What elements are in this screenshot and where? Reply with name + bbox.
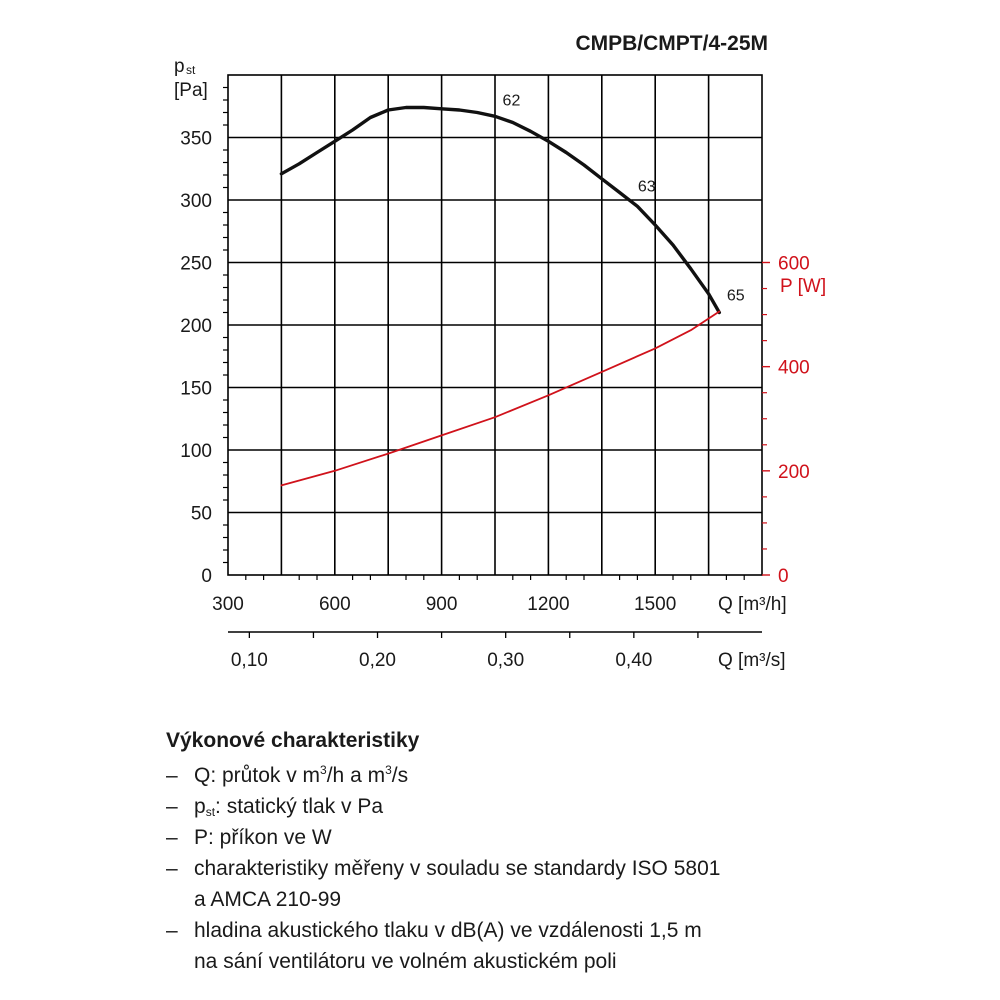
sup-3: 3 bbox=[385, 763, 392, 777]
dash: – bbox=[166, 795, 178, 818]
x-tick-label: 300 bbox=[212, 594, 244, 615]
x2-tick-label: 0,10 bbox=[231, 650, 268, 671]
y2-tick-label: 400 bbox=[778, 358, 810, 379]
y-tick-label: 0 bbox=[201, 566, 212, 587]
y-axis-unit: [Pa] bbox=[174, 80, 208, 101]
dash: – bbox=[166, 826, 178, 849]
y-axis-title-subscript: st bbox=[186, 63, 196, 77]
legend-heading: Výkonové charakteristiky bbox=[166, 729, 420, 752]
x-tick-label: 600 bbox=[319, 594, 351, 615]
x2-tick-label: 0,20 bbox=[359, 650, 396, 671]
axes bbox=[223, 74, 770, 638]
y-tick-label: 250 bbox=[180, 254, 212, 275]
x2-tick-label: 0,40 bbox=[615, 650, 652, 671]
y2-tick-label: 200 bbox=[778, 462, 810, 483]
y-tick-label: 300 bbox=[180, 191, 212, 212]
x-tick-label: 1200 bbox=[527, 594, 569, 615]
noise-text-1: hladina akustického tlaku v dB(A) ve vzd… bbox=[194, 919, 702, 942]
chart-title: CMPB/CMPT/4-25M bbox=[575, 32, 768, 55]
y-tick-label: 200 bbox=[180, 316, 212, 337]
flow-text-b: /h a m bbox=[326, 764, 386, 787]
pressure-subscript: st bbox=[205, 805, 216, 819]
sup-3: 3 bbox=[320, 763, 327, 777]
x2-axis-title: Q [m³/s] bbox=[718, 650, 786, 671]
standards-text-2: a AMCA 210-99 bbox=[194, 888, 342, 911]
pressure-symbol: p bbox=[194, 795, 206, 818]
y2-axis-title: P [W] bbox=[780, 276, 826, 297]
dash: – bbox=[166, 857, 178, 880]
curve-point-label: 62 bbox=[503, 93, 521, 110]
x-tick-label: 1500 bbox=[634, 594, 676, 615]
noise-text-2: na sání ventilátoru ve volném akustickém… bbox=[194, 950, 617, 973]
curve-point-label: 63 bbox=[638, 179, 656, 196]
x2-tick-label: 0,30 bbox=[487, 650, 524, 671]
y2-tick-label: 600 bbox=[778, 254, 810, 275]
y-tick-label: 150 bbox=[180, 379, 212, 400]
curve-point-label: 65 bbox=[727, 288, 745, 305]
standards-text-1: charakteristiky měřeny v souladu se stan… bbox=[194, 857, 721, 880]
legend-item-standards: – charakteristiky měřeny v souladu se sta… bbox=[166, 853, 966, 915]
x-tick-label: 900 bbox=[426, 594, 458, 615]
legend-list: – Q: průtok v m3/h a m3/s – pst: statický … bbox=[166, 760, 966, 977]
legend-item-power: – P: příkon ve W bbox=[166, 822, 966, 853]
legend-block: Výkonové charakteristiky – Q: průtok v m3… bbox=[166, 726, 966, 977]
grid-lines bbox=[228, 75, 762, 575]
flow-text-c: /s bbox=[391, 764, 409, 787]
plot-frame bbox=[227, 74, 763, 576]
dash: – bbox=[166, 764, 178, 787]
y2-tick-label: 0 bbox=[778, 566, 789, 587]
pressure-curve bbox=[279, 105, 721, 315]
flow-text-a: Q: průtok v m bbox=[194, 764, 321, 787]
dash: – bbox=[166, 919, 178, 942]
pressure-text: : statický tlak v Pa bbox=[215, 795, 384, 818]
series-lines bbox=[279, 105, 721, 487]
power-curve bbox=[280, 310, 721, 487]
legend-item-pressure: – pst: statický tlak v Pa bbox=[166, 791, 966, 822]
y-tick-label: 100 bbox=[180, 441, 212, 462]
y-axis-title: p bbox=[174, 56, 185, 77]
legend-item-flow: – Q: průtok v m3/h a m3/s bbox=[166, 760, 966, 791]
y-tick-label: 350 bbox=[180, 129, 212, 150]
y-tick-label: 50 bbox=[191, 504, 212, 525]
legend-item-noise: – hladina akustického tlaku v dB(A) ve vz… bbox=[166, 915, 966, 977]
power-text: P: příkon ve W bbox=[194, 826, 332, 849]
x-axis-title: Q [m³/h] bbox=[718, 594, 787, 615]
